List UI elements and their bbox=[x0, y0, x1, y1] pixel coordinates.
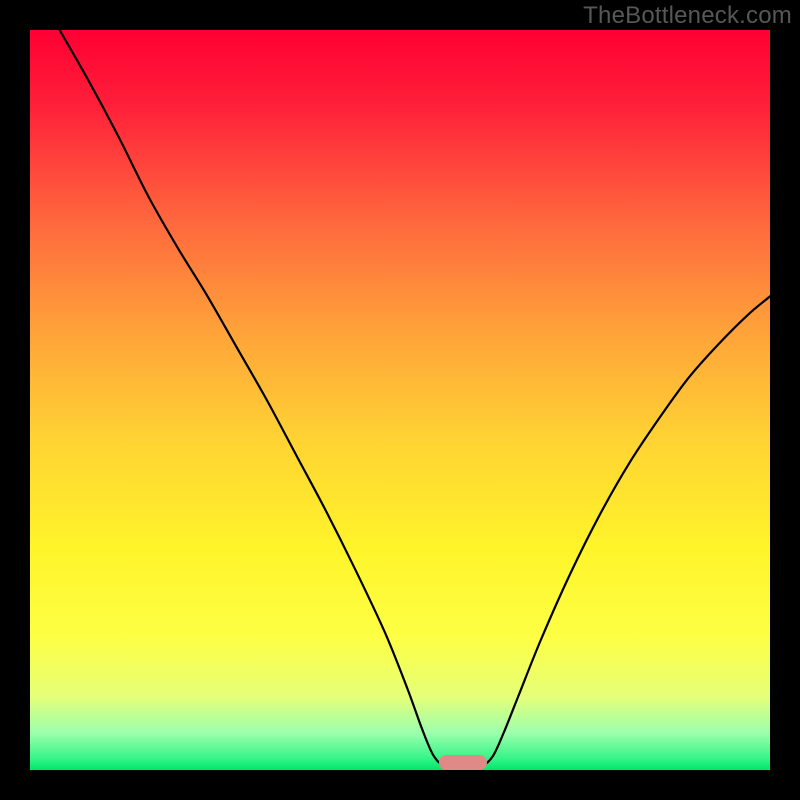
chart-container: TheBottleneck.com bbox=[0, 0, 800, 800]
watermark-text: TheBottleneck.com bbox=[583, 2, 792, 30]
bottleneck-curve bbox=[30, 30, 770, 770]
optimal-range-marker bbox=[439, 755, 487, 770]
plot-area bbox=[30, 30, 770, 770]
